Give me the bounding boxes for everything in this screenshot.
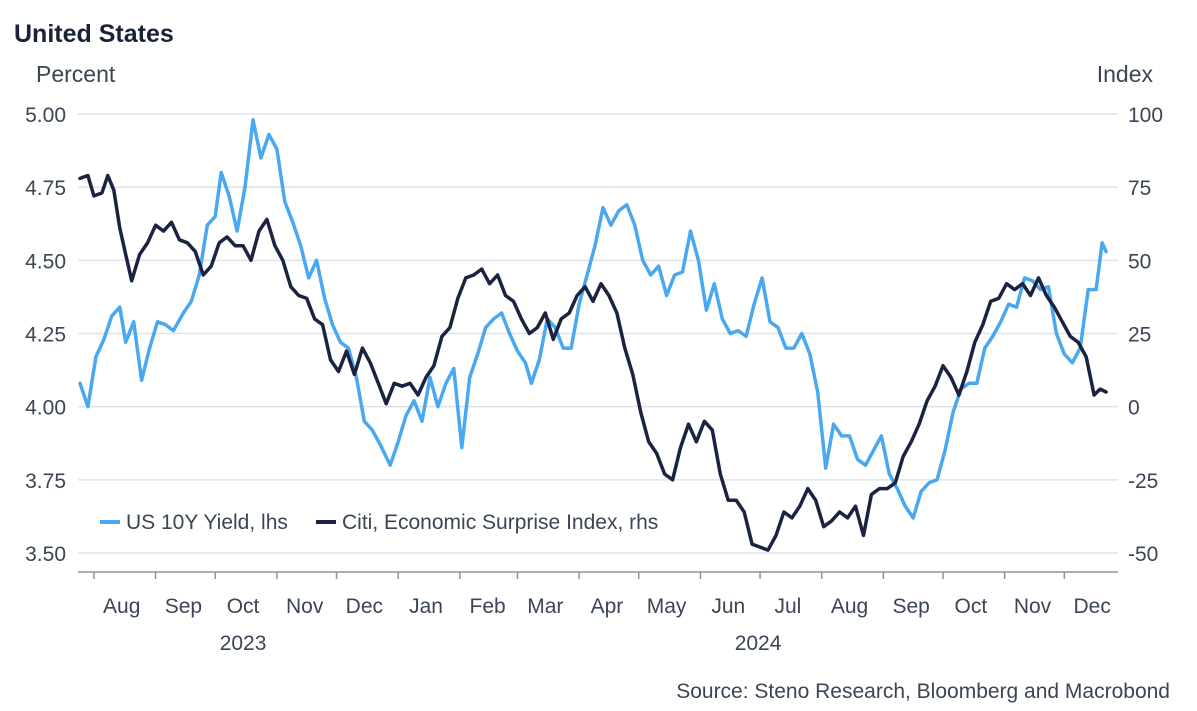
- x-axis: Aug Sep Oct Nov Dec Jan Feb Mar Apr May Jun Jul Aug S…: [78, 571, 1118, 655]
- left-axis-tick-label: 4.25: [25, 324, 66, 347]
- left-axis-unit-label: Percent: [36, 61, 116, 87]
- right-axis-tick-label: 0: [1128, 397, 1140, 420]
- right-axis-unit-label: Index: [1097, 61, 1154, 87]
- plot-area: [78, 118, 1108, 552]
- x-axis-month-label: Aug: [831, 595, 868, 618]
- x-axis-month-label: Sep: [893, 595, 930, 618]
- x-axis-month-label: Sep: [165, 595, 202, 618]
- right-axis-tick-label: 100: [1128, 104, 1163, 127]
- x-axis-month-label: May: [647, 595, 687, 618]
- right-axis-tick-label: -25: [1128, 470, 1158, 493]
- x-axis-year-label: 2023: [220, 632, 267, 655]
- right-axis-tick-label: -50: [1128, 543, 1158, 566]
- x-axis-month-label: Mar: [527, 595, 563, 618]
- right-axis-tick-label: 25: [1128, 324, 1151, 347]
- x-axis-month-label: Jun: [711, 595, 745, 618]
- x-axis-month-label: Jan: [409, 595, 443, 618]
- x-axis-month-label: Apr: [591, 595, 624, 618]
- source-note: Source: Steno Research, Bloomberg and Ma…: [676, 680, 1170, 703]
- x-axis-month-label: Dec: [346, 595, 383, 618]
- x-axis-month-label: Dec: [1073, 595, 1110, 618]
- legend-label-us-10y-yield: US 10Y Yield, lhs: [126, 511, 288, 534]
- gridlines: [78, 113, 1118, 554]
- left-axis-tick-label: 4.75: [25, 177, 66, 200]
- x-axis-year-label: 2024: [735, 632, 782, 655]
- left-axis-ticks: 5.00 4.75 4.50 4.25 4.00 3.75 3.50: [25, 104, 66, 566]
- left-axis-tick-label: 4.00: [25, 397, 66, 420]
- legend-label-citi-surprise: Citi, Economic Surprise Index, rhs: [342, 511, 658, 534]
- x-axis-month-label: Jul: [774, 595, 801, 618]
- chart-title: United States: [14, 20, 174, 48]
- left-axis-tick-label: 3.75: [25, 470, 66, 493]
- right-axis-ticks: 100 75 50 25 0 -25 -50: [1128, 104, 1163, 566]
- left-axis-tick-label: 3.50: [25, 543, 66, 566]
- x-axis-month-label: Oct: [227, 595, 260, 618]
- x-axis-month-label: Aug: [103, 595, 140, 618]
- right-axis-tick-label: 50: [1128, 250, 1151, 273]
- left-axis-tick-label: 4.50: [25, 250, 66, 273]
- x-axis-month-label: Feb: [470, 595, 506, 618]
- x-axis-month-label: Nov: [1014, 595, 1052, 618]
- x-axis-month-label: Oct: [955, 595, 988, 618]
- right-axis-tick-label: 75: [1128, 177, 1151, 200]
- legend: US 10Y Yield, lhs Citi, Economic Surpris…: [100, 511, 658, 534]
- series-line-citi-surprise-index: [78, 173, 1108, 552]
- left-axis-tick-label: 5.00: [25, 104, 66, 127]
- series-line-us-10y-yield: [78, 118, 1108, 520]
- x-axis-month-label: Nov: [286, 595, 324, 618]
